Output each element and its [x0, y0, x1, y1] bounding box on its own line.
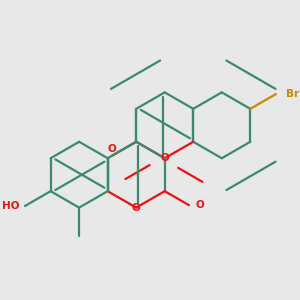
Text: O: O [160, 153, 169, 163]
Text: O: O [108, 144, 116, 154]
Text: Br: Br [286, 89, 299, 99]
Text: O: O [132, 202, 141, 213]
Text: O: O [196, 200, 205, 210]
Text: HO: HO [2, 201, 20, 211]
